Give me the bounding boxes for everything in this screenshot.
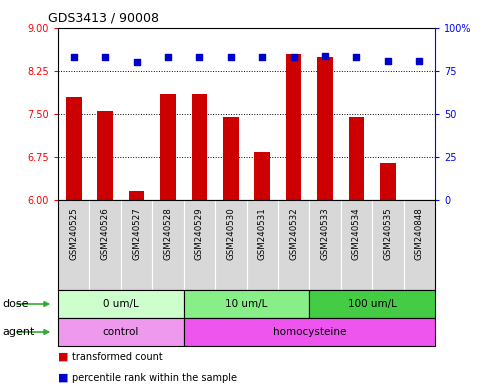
Text: GSM240525: GSM240525 <box>69 207 78 260</box>
Text: GSM240528: GSM240528 <box>163 207 172 260</box>
Text: GDS3413 / 90008: GDS3413 / 90008 <box>48 11 159 24</box>
Bar <box>58 290 184 318</box>
Bar <box>128 191 144 200</box>
Text: control: control <box>103 327 139 337</box>
Bar <box>380 163 396 200</box>
Point <box>258 54 266 60</box>
Point <box>227 54 235 60</box>
Bar <box>184 290 309 318</box>
Text: ■: ■ <box>58 352 69 362</box>
Point <box>70 54 78 60</box>
Text: GSM240526: GSM240526 <box>100 207 110 260</box>
Text: ■: ■ <box>58 373 69 383</box>
Text: homocysteine: homocysteine <box>272 327 346 337</box>
Bar <box>160 94 176 200</box>
Text: GSM240527: GSM240527 <box>132 207 141 260</box>
Text: dose: dose <box>2 299 29 309</box>
Bar <box>184 318 435 346</box>
Text: GSM240529: GSM240529 <box>195 207 204 260</box>
Point <box>133 59 141 65</box>
Point <box>101 54 109 60</box>
Point <box>353 54 360 60</box>
Text: GSM240532: GSM240532 <box>289 207 298 260</box>
Text: transformed count: transformed count <box>72 352 163 362</box>
Text: GSM240530: GSM240530 <box>227 207 235 260</box>
Bar <box>309 290 435 318</box>
Bar <box>255 152 270 200</box>
Text: agent: agent <box>2 327 35 337</box>
Text: GSM240535: GSM240535 <box>384 207 392 260</box>
Bar <box>349 117 364 200</box>
Text: GSM240848: GSM240848 <box>415 207 424 260</box>
Bar <box>66 97 82 200</box>
Point <box>290 54 298 60</box>
Point <box>164 54 172 60</box>
Bar <box>97 111 113 200</box>
Bar <box>286 54 301 200</box>
Bar <box>223 117 239 200</box>
Text: 0 um/L: 0 um/L <box>103 299 139 309</box>
Bar <box>58 318 184 346</box>
Point <box>321 53 329 59</box>
Text: GSM240531: GSM240531 <box>258 207 267 260</box>
Point <box>384 58 392 64</box>
Bar <box>317 57 333 200</box>
Text: percentile rank within the sample: percentile rank within the sample <box>72 373 238 383</box>
Text: GSM240533: GSM240533 <box>321 207 329 260</box>
Text: 10 um/L: 10 um/L <box>225 299 268 309</box>
Text: 100 um/L: 100 um/L <box>348 299 397 309</box>
Point <box>196 54 203 60</box>
Point <box>415 58 423 64</box>
Bar <box>192 94 207 200</box>
Text: GSM240534: GSM240534 <box>352 207 361 260</box>
